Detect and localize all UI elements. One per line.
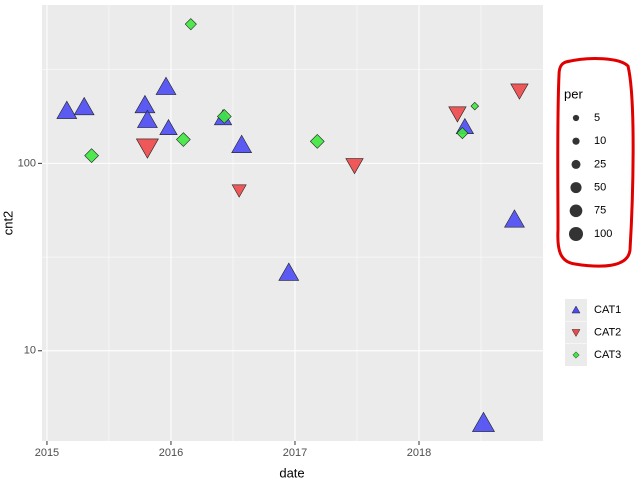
point xyxy=(159,118,178,136)
x-tick-label: 2018 xyxy=(407,447,431,459)
point xyxy=(278,262,300,281)
size-legend-key xyxy=(569,227,583,241)
legend-key xyxy=(571,305,581,314)
size-legend-label: 5 xyxy=(594,112,600,124)
point xyxy=(345,158,364,175)
point xyxy=(510,83,529,100)
point xyxy=(184,18,197,31)
point xyxy=(470,101,480,111)
legend-label: CAT1 xyxy=(594,304,621,316)
point xyxy=(504,209,525,228)
size-legend-label: 50 xyxy=(594,182,606,194)
size-legend-label: 100 xyxy=(594,228,612,240)
size-legend-label: 75 xyxy=(594,205,606,217)
x-axis-title: date xyxy=(279,465,304,480)
point xyxy=(56,100,78,119)
size-legend-key xyxy=(572,114,580,122)
legend-key xyxy=(572,351,580,359)
point xyxy=(231,134,253,153)
legend-label: CAT2 xyxy=(594,326,621,338)
size-legend-key xyxy=(570,182,582,194)
point xyxy=(231,184,247,198)
point xyxy=(471,411,495,432)
x-tick-label: 2015 xyxy=(35,447,59,459)
size-legend-label: 10 xyxy=(594,135,606,147)
point xyxy=(456,127,469,140)
point xyxy=(309,134,325,149)
annotation-circle xyxy=(556,57,635,268)
size-legend-key xyxy=(572,137,580,145)
legend-label: CAT3 xyxy=(594,349,621,361)
y-tick-label: 10 xyxy=(24,345,36,357)
y-tick-label: 100 xyxy=(18,157,36,169)
size-legend-title: per xyxy=(564,86,583,101)
point xyxy=(448,106,467,123)
point xyxy=(136,109,158,128)
x-tick-label: 2016 xyxy=(159,447,183,459)
point xyxy=(134,94,156,114)
point xyxy=(216,109,232,124)
point xyxy=(135,138,159,159)
size-legend-label: 25 xyxy=(594,158,606,170)
point xyxy=(176,132,191,147)
point xyxy=(84,148,99,163)
point xyxy=(73,96,95,116)
size-legend-key xyxy=(571,159,581,169)
x-tick-label: 2017 xyxy=(283,447,307,459)
panel xyxy=(42,5,543,441)
point xyxy=(155,76,177,95)
size-legend-key xyxy=(569,204,583,218)
legend-key xyxy=(571,329,581,338)
y-axis-title: cnt2 xyxy=(0,211,15,236)
